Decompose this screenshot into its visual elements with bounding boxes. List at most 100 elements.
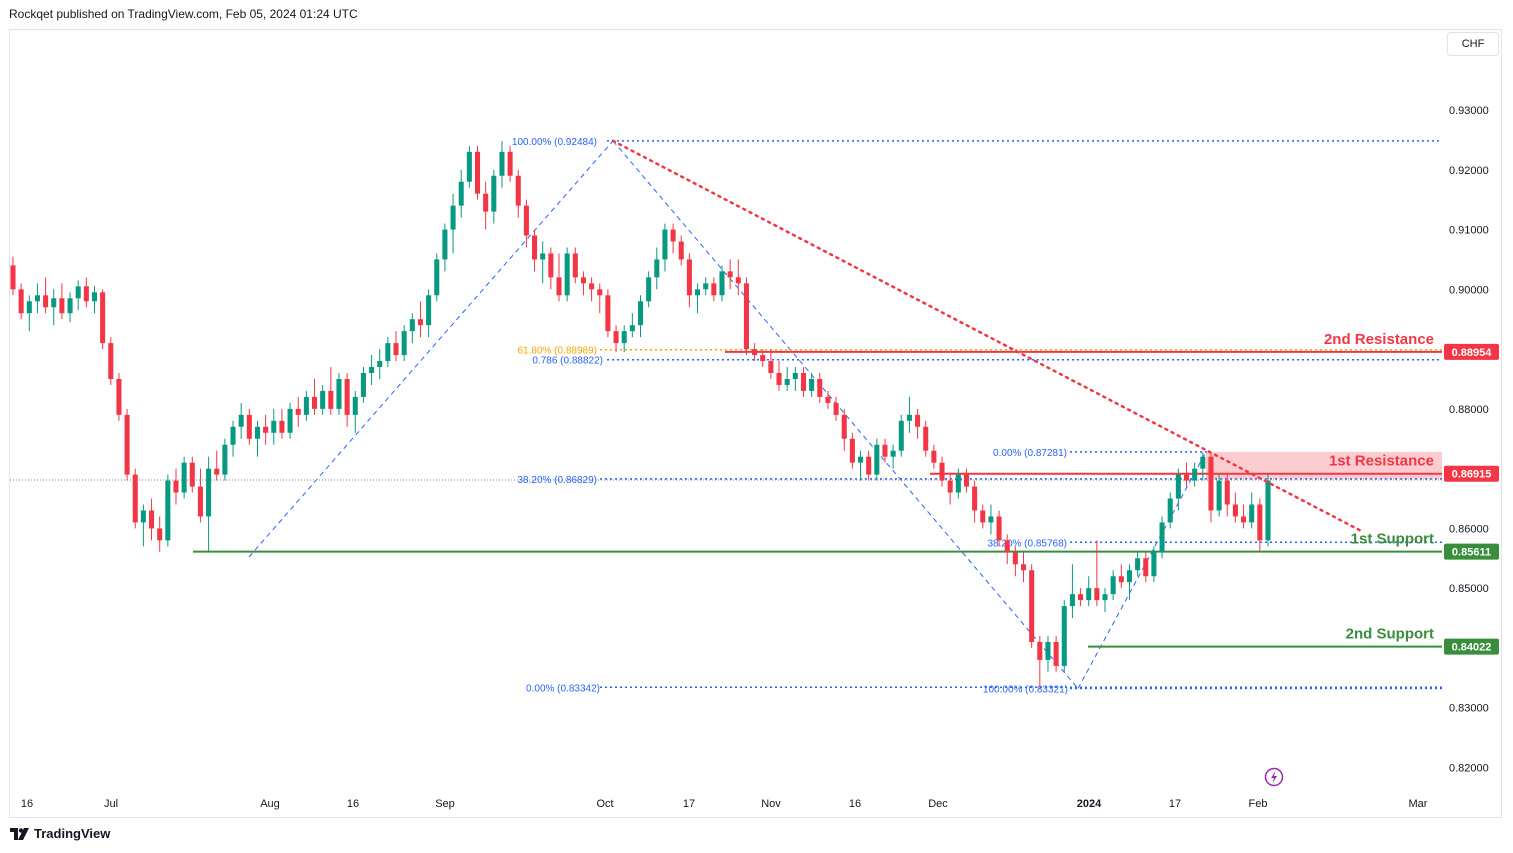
candle-body — [752, 349, 758, 356]
candle-body — [1232, 504, 1238, 517]
x-tick-label: 16 — [849, 798, 861, 810]
candle-body — [279, 420, 285, 433]
candle-body — [1102, 594, 1108, 601]
y-tick-label: 0.86000 — [1449, 523, 1489, 535]
candle-body — [271, 420, 277, 433]
candle-body — [181, 462, 187, 493]
candle-body — [246, 414, 252, 439]
candle-body — [1175, 474, 1181, 499]
candle-body — [1126, 570, 1132, 583]
y-tick-label: 0.85000 — [1449, 583, 1489, 595]
candle-body — [491, 175, 497, 212]
fib-label: 100.00% (0.92484) — [512, 137, 597, 148]
candle-body — [295, 408, 301, 415]
candle-body — [735, 277, 741, 284]
x-tick-label: 17 — [1169, 798, 1181, 810]
candle-body — [972, 486, 978, 511]
candle-body — [352, 396, 358, 415]
sr-level-name: 2nd Resistance — [1324, 331, 1434, 348]
candle-body — [719, 271, 725, 296]
price-tag-label: 0.85611 — [1452, 547, 1491, 559]
candle-body — [947, 480, 953, 493]
candle-body — [988, 516, 994, 523]
candle-body — [890, 450, 896, 457]
candle-body — [1241, 516, 1247, 523]
candle-body — [369, 367, 375, 373]
x-tick-label: 16 — [21, 798, 33, 810]
candle-body — [768, 361, 774, 373]
candle-body — [996, 516, 1002, 541]
candle-body — [51, 298, 57, 308]
candle-body — [344, 378, 350, 415]
x-tick-label: 16 — [347, 798, 359, 810]
candle-body — [149, 510, 155, 529]
candle-body — [1208, 456, 1214, 511]
candle-body — [1029, 570, 1035, 642]
candle-body — [417, 319, 423, 326]
candle-body — [866, 456, 872, 475]
x-tick-label: Oct — [596, 798, 613, 810]
candle-body — [792, 373, 798, 379]
candle-body — [434, 259, 440, 296]
price-tags: 0.88954 0.86915 0.85611 0.84022 — [1444, 343, 1499, 655]
candle-body — [727, 271, 733, 278]
footer-brand[interactable]: TradingView — [10, 826, 110, 841]
candles — [10, 141, 1271, 689]
candle-body — [629, 325, 635, 332]
candle-body — [637, 301, 644, 326]
candle-body — [564, 253, 570, 296]
y-tick-label: 0.92000 — [1449, 165, 1489, 177]
candle-body — [915, 414, 921, 427]
descending-trendline — [611, 139, 1364, 533]
candle-body — [605, 295, 611, 332]
candle-body — [540, 253, 546, 260]
candle-body — [1200, 456, 1206, 469]
candle-body — [483, 193, 489, 212]
tradingview-logo-icon — [10, 827, 29, 840]
candle-body — [311, 396, 318, 409]
candle-body — [1086, 588, 1092, 601]
candle-body — [532, 235, 538, 260]
candle-body — [116, 378, 122, 415]
candle-body — [1151, 552, 1157, 577]
candle-body — [662, 229, 668, 260]
sr-level-names: 2nd Resistance 1st Resistance 1st Support 2… — [1324, 331, 1434, 643]
candle-body — [858, 456, 864, 463]
candle-body — [515, 175, 521, 206]
candle-body — [906, 414, 912, 421]
candle-body — [1265, 480, 1271, 541]
candle-body — [230, 426, 236, 445]
candle-body — [695, 289, 701, 296]
candle-body — [393, 343, 399, 356]
currency-button[interactable]: CHF — [1447, 32, 1499, 56]
candle-body — [955, 474, 961, 493]
candle-body — [556, 277, 562, 296]
fib-label: 38.20% (0.86829) — [517, 475, 597, 486]
candle-body — [1020, 564, 1027, 571]
candle-body — [1257, 504, 1263, 541]
y-tick-label: 0.91000 — [1449, 225, 1489, 237]
candle-body — [377, 361, 383, 368]
candle-body — [108, 343, 114, 379]
candle-body — [711, 283, 717, 296]
sr-level-name: 1st Resistance — [1329, 453, 1434, 470]
price-tag-box — [1444, 543, 1499, 560]
candle-body — [43, 295, 49, 308]
candle-body — [580, 277, 586, 284]
candle-body — [91, 292, 98, 302]
candle-body — [1078, 594, 1084, 601]
candle-body — [833, 402, 839, 415]
candle-body — [458, 181, 464, 206]
candle-body — [548, 253, 554, 278]
fibonacci-drawings — [10, 140, 1442, 690]
candle-body — [1069, 594, 1075, 607]
candle-body — [963, 474, 970, 487]
candle-body — [18, 289, 24, 314]
candle-body — [1045, 641, 1051, 660]
candle-body — [1159, 522, 1165, 553]
candle-body — [165, 480, 171, 541]
candle-body — [678, 241, 684, 260]
candle-body — [1216, 480, 1222, 511]
candle-body — [507, 151, 513, 176]
